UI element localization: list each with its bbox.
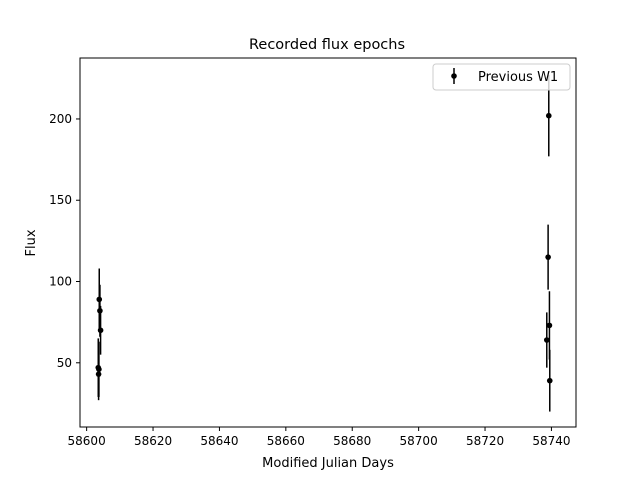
y-axis-ticks: 50 100 150 200: [49, 112, 80, 370]
y-tick-label: 150: [49, 193, 72, 207]
y-tick-label: 50: [57, 356, 72, 370]
x-tick-label: 58600: [68, 434, 106, 448]
data-point: [97, 327, 104, 334]
legend: Previous W1: [432, 63, 571, 91]
legend-label: Previous W1: [478, 70, 558, 85]
x-tick-label: 58620: [134, 434, 172, 448]
x-tick-label: 58680: [333, 434, 371, 448]
data-point: [96, 366, 102, 373]
x-axis-label: Modified Julian Days: [262, 456, 394, 471]
data-point: [546, 322, 553, 329]
x-tick-label: 58700: [400, 434, 438, 448]
data-point: [546, 377, 553, 384]
legend-marker-icon: [451, 73, 457, 79]
data-point: [95, 371, 102, 377]
data-point: [97, 307, 103, 314]
data-point: [545, 254, 551, 260]
x-tick-label: 58720: [466, 434, 504, 448]
data-point: [543, 337, 550, 343]
x-tick-label: 58660: [267, 434, 305, 448]
axes-frame: [79, 57, 577, 428]
data-point: [96, 296, 103, 303]
x-tick-label: 58640: [200, 434, 238, 448]
error-bars: [97, 75, 551, 412]
legend-box: [432, 63, 571, 91]
chart-title: Recorded flux epochs: [249, 37, 405, 53]
data-points: [95, 112, 553, 384]
plot-area: [95, 75, 553, 412]
data-point: [545, 112, 552, 119]
x-axis-ticks: 58600 58620 58640 58660 58680 58700 58720 58740: [68, 427, 571, 448]
y-axis-label: Flux: [24, 229, 39, 256]
y-tick-label: 100: [49, 275, 72, 289]
x-tick-label: 58740: [532, 434, 570, 448]
y-tick-label: 200: [49, 112, 72, 126]
